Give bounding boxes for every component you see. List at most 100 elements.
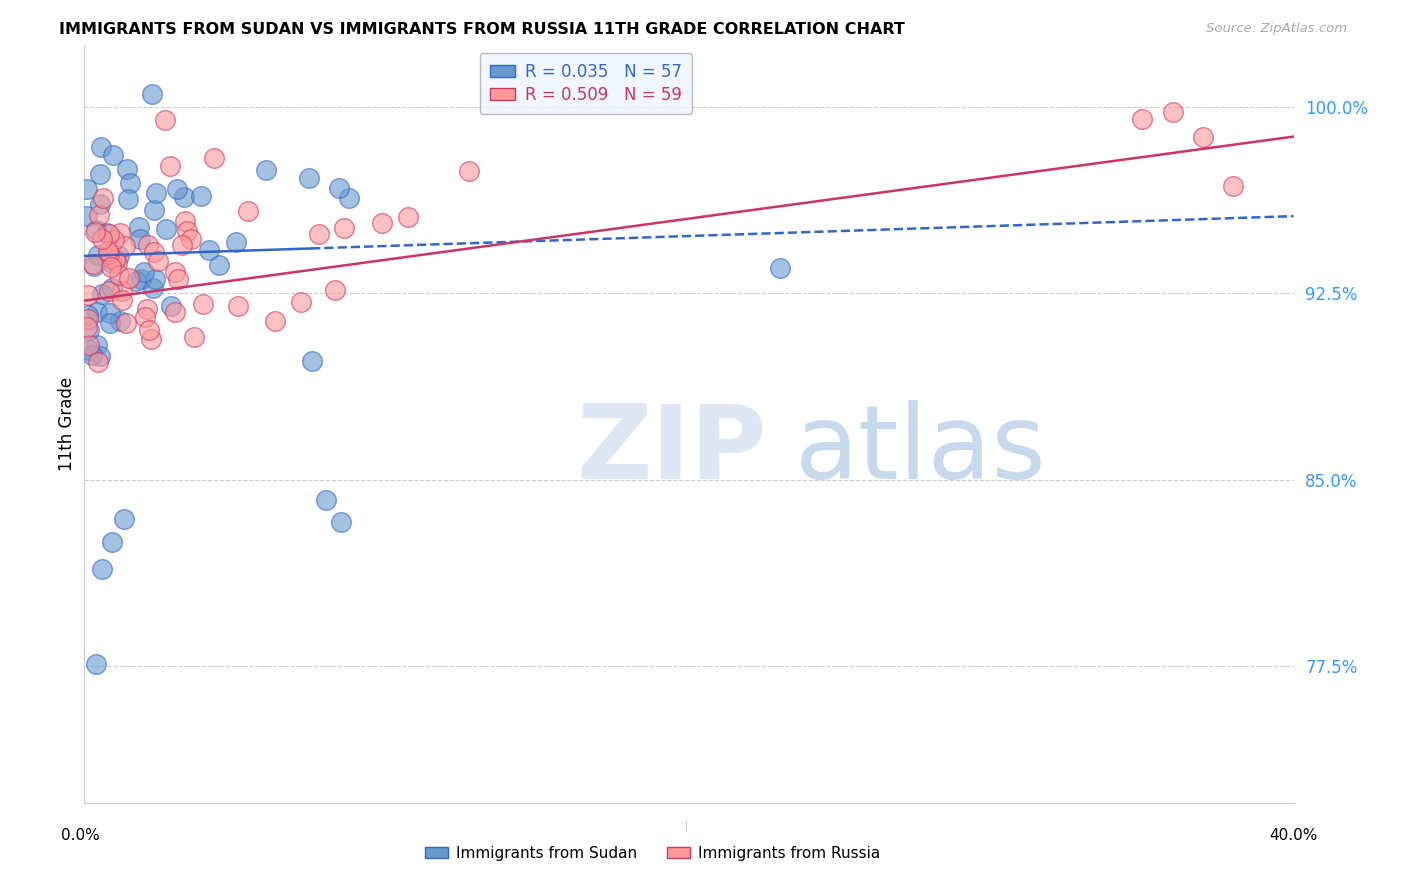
Point xyxy=(108,314,131,328)
Point xyxy=(129,272,152,286)
Point xyxy=(111,284,134,298)
Point xyxy=(165,264,187,278)
Point xyxy=(104,253,127,268)
Point xyxy=(120,176,142,190)
Point xyxy=(91,287,114,301)
Point xyxy=(202,151,225,165)
Point xyxy=(100,306,122,320)
Point xyxy=(84,223,107,237)
Point xyxy=(301,354,323,368)
Point xyxy=(183,329,205,343)
Point xyxy=(1161,104,1184,119)
Point xyxy=(76,209,98,223)
Point xyxy=(76,312,98,326)
Point xyxy=(79,343,101,357)
Point xyxy=(328,181,350,195)
Point xyxy=(190,188,212,202)
Point xyxy=(98,247,121,261)
Point xyxy=(125,274,148,288)
Point xyxy=(98,284,121,298)
Point xyxy=(176,224,198,238)
Point xyxy=(90,232,112,246)
Point xyxy=(128,232,150,246)
Point xyxy=(135,301,157,316)
Point xyxy=(1192,129,1215,144)
Point xyxy=(142,203,165,218)
Point xyxy=(142,244,165,259)
Point xyxy=(290,295,312,310)
Point xyxy=(155,222,177,236)
Point xyxy=(333,221,356,235)
Point xyxy=(114,239,136,253)
Text: atlas: atlas xyxy=(794,400,1046,501)
Point xyxy=(191,297,214,311)
Point xyxy=(769,261,792,276)
Point xyxy=(1222,179,1244,194)
Point xyxy=(142,281,165,295)
Point xyxy=(100,534,122,549)
Point xyxy=(115,161,138,176)
Point xyxy=(167,272,190,286)
Point xyxy=(236,204,259,219)
Point xyxy=(89,197,111,211)
Point xyxy=(91,192,114,206)
Point xyxy=(298,171,321,186)
Point xyxy=(141,87,163,102)
Point xyxy=(100,260,122,275)
Point xyxy=(86,657,108,671)
Text: 40.0%: 40.0% xyxy=(1270,829,1317,843)
Point xyxy=(371,216,394,230)
Point xyxy=(97,244,120,258)
Point xyxy=(173,190,195,204)
Point xyxy=(396,210,419,224)
Text: Source: ZipAtlas.com: Source: ZipAtlas.com xyxy=(1206,22,1347,36)
Y-axis label: 11th Grade: 11th Grade xyxy=(58,376,76,471)
Point xyxy=(136,238,159,252)
Point xyxy=(108,226,131,240)
Point xyxy=(115,316,138,330)
Point xyxy=(180,232,202,246)
Point xyxy=(89,349,111,363)
Point xyxy=(100,251,122,265)
Point xyxy=(86,305,108,319)
Point xyxy=(337,191,360,205)
Point xyxy=(77,323,100,337)
Text: IMMIGRANTS FROM SUDAN VS IMMIGRANTS FROM RUSSIA 11TH GRADE CORRELATION CHART: IMMIGRANTS FROM SUDAN VS IMMIGRANTS FROM… xyxy=(59,22,905,37)
Point xyxy=(143,271,166,285)
Point xyxy=(145,186,167,200)
Point xyxy=(138,323,160,337)
Point xyxy=(139,332,162,346)
Point xyxy=(166,182,188,196)
Point xyxy=(96,226,118,240)
Point xyxy=(134,265,156,279)
Point xyxy=(89,168,111,182)
Text: 0.0%: 0.0% xyxy=(60,829,100,843)
Point xyxy=(134,310,156,324)
Point xyxy=(315,492,337,507)
Point xyxy=(263,314,285,328)
Point xyxy=(228,299,250,313)
Text: ZIP: ZIP xyxy=(576,400,766,501)
Point xyxy=(105,256,128,270)
Point xyxy=(165,305,187,319)
Point xyxy=(77,338,100,352)
Point xyxy=(87,208,110,222)
Point xyxy=(111,293,134,307)
Point xyxy=(174,214,197,228)
Point xyxy=(84,225,107,239)
Point xyxy=(98,227,121,241)
Point xyxy=(86,337,108,351)
Point xyxy=(101,281,124,295)
Point xyxy=(77,308,100,322)
Point xyxy=(458,164,481,178)
Point xyxy=(117,192,139,206)
Point xyxy=(172,238,194,252)
Legend: Immigrants from Sudan, Immigrants from Russia: Immigrants from Sudan, Immigrants from R… xyxy=(419,840,886,867)
Point xyxy=(159,159,181,173)
Point xyxy=(160,299,183,313)
Point xyxy=(101,148,124,162)
Point xyxy=(225,235,247,249)
Point xyxy=(146,254,169,268)
Point xyxy=(108,249,131,263)
Point xyxy=(87,354,110,368)
